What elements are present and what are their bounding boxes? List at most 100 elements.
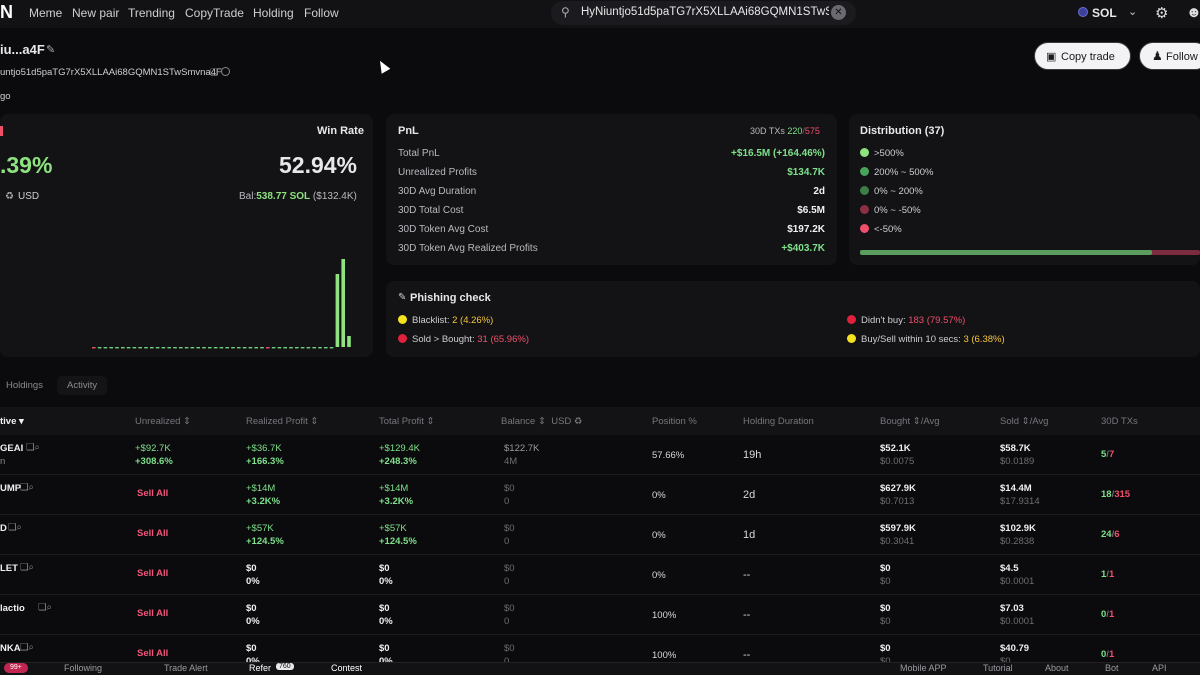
col-balance[interactable]: Balance ⇕ USD ♻ — [501, 416, 583, 427]
table-row[interactable] — [0, 435, 1200, 474]
col-txs[interactable]: 30D TXs — [1101, 416, 1138, 427]
token-symbol: LET — [0, 563, 18, 574]
notification-badge[interactable]: 99+ — [4, 663, 28, 673]
col-token[interactable]: tive ▾ — [0, 416, 24, 427]
cell-total_pct: 0% — [379, 616, 393, 627]
cell-bought_avg: $0.0075 — [880, 456, 915, 467]
cell-bought: $52.1K — [880, 443, 911, 454]
bottom-api[interactable]: API — [1152, 663, 1167, 673]
token-copy-search-icon[interactable]: ❑⌕ — [20, 482, 34, 493]
clear-search-icon[interactable]: ✕ — [831, 5, 846, 20]
token-copy-search-icon[interactable]: ❑⌕ — [20, 642, 34, 653]
cell-sold_avg: $17.9314 — [1000, 496, 1040, 507]
edit-pencil-icon[interactable]: ✎ — [46, 44, 56, 56]
follow-label: Follow — [1166, 51, 1198, 63]
nav-meme[interactable]: Meme — [29, 6, 63, 20]
col-duration[interactable]: Holding Duration — [743, 416, 814, 427]
tx-buy: 24 — [1101, 529, 1112, 540]
sell-all-button[interactable]: Sell All — [137, 488, 169, 499]
overview-panel: Win Rate .39% 52.94% ♻ USD Bal:538.77 SO… — [0, 114, 373, 357]
chart-bar — [173, 347, 177, 349]
bottom-contest[interactable]: Contest — [331, 663, 363, 673]
app-logo[interactable]: N — [0, 2, 13, 22]
cell-sold: $40.79 — [1000, 643, 1030, 654]
didnt-buy-label: Didn't buy: — [861, 315, 906, 326]
table-row[interactable] — [0, 475, 1200, 514]
cell-balance: $0 — [504, 563, 515, 574]
col-token-label: tive — [0, 416, 17, 427]
currency-label[interactable]: USD — [18, 191, 40, 202]
tab-activity[interactable]: Activity — [57, 376, 108, 395]
bottom-about[interactable]: About — [1045, 663, 1069, 673]
chain-selector[interactable]: SOL — [1092, 6, 1117, 20]
token-copy-search-icon[interactable]: ❑⌕ — [20, 562, 34, 573]
col-realized[interactable]: Realized Profit ⇕ — [246, 416, 319, 427]
distribution-item: >500% — [860, 148, 904, 159]
pnl-row-label: Unrealized Profits — [398, 167, 477, 178]
cell-balance_sub: 4M — [504, 456, 518, 467]
cell-total: $0 — [379, 603, 390, 614]
blacklist-value: 2 (4.26%) — [452, 315, 494, 326]
nav-new-pair[interactable]: New pair — [72, 6, 120, 20]
chevron-down-icon[interactable]: ⌄ — [1128, 6, 1138, 18]
row-divider — [0, 594, 1200, 595]
follow-button[interactable]: ♟ Follow — [1139, 42, 1200, 70]
cell-duration: 2d — [743, 489, 756, 501]
didnt-buy-value: 183 (79.57%) — [908, 315, 966, 326]
table-row[interactable] — [0, 595, 1200, 634]
sell-all-button[interactable]: Sell All — [137, 648, 169, 659]
tab-holdings[interactable]: Holdings — [6, 380, 43, 391]
nav-holding[interactable]: Holding — [253, 6, 294, 20]
bottom-trade-alert[interactable]: Trade Alert — [164, 663, 208, 673]
settings-gear-icon[interactable]: ⚙ — [1155, 5, 1169, 22]
cell-txs: 18/315 — [1101, 489, 1131, 500]
bottom-mobile-app[interactable]: Mobile APP — [900, 663, 947, 673]
sell-all-button[interactable]: Sell All — [137, 608, 169, 619]
cell-balance_sub: 0 — [504, 616, 510, 627]
cell-total: $0 — [379, 563, 390, 574]
bottom-following[interactable]: Following — [64, 663, 103, 673]
copy-trade-button[interactable]: ▣ Copy trade — [1034, 42, 1131, 70]
col-unrealized[interactable]: Unrealized ⇕ — [135, 416, 192, 427]
user-icon[interactable]: ☻ — [1186, 4, 1200, 21]
cell-sold: $14.4M — [1000, 483, 1032, 494]
col-total[interactable]: Total Profit ⇕ — [379, 416, 435, 427]
search-input[interactable]: HyNiuntjo51d5paTG7rX5XLLAAi68GQMN1STwSmv… — [581, 6, 829, 18]
tx-buy: 1 — [1101, 569, 1107, 580]
col-sold-avg-label: /Avg — [1029, 416, 1049, 427]
col-bought[interactable]: Bought ⇕/Avg — [880, 416, 940, 427]
bottom-tutorial[interactable]: Tutorial — [983, 663, 1013, 673]
sell-all-button[interactable]: Sell All — [137, 568, 169, 579]
distribution-bar — [860, 250, 1200, 255]
link-icon[interactable] — [221, 67, 230, 76]
cell-bought_avg: $0.7013 — [880, 496, 915, 507]
cell-balance_sub: 0 — [504, 576, 510, 587]
token-copy-search-icon[interactable]: ❑⌕ — [38, 602, 52, 613]
distribution-panel: Distribution (37) >500% 200% ~ 500% 0% ~ 2… — [849, 114, 1200, 265]
pnl-indicator — [0, 126, 3, 136]
chart-bar — [277, 347, 282, 349]
pnl-row-label: 30D Avg Duration — [398, 186, 477, 197]
nav-follow[interactable]: Follow — [304, 6, 339, 20]
didnt-buy-stat: Didn't buy: 183 (79.57%) — [847, 315, 965, 326]
token-copy-search-icon[interactable]: ❑⌕ — [8, 522, 22, 533]
col-sold[interactable]: Sold ⇕/Avg — [1000, 416, 1049, 427]
sell-all-button[interactable]: Sell All — [137, 528, 169, 539]
distribution-item: 0% ~ 200% — [860, 186, 923, 197]
search-box[interactable]: ⚲ HyNiuntjo51d5paTG7rX5XLLAAi68GQMN1STwS… — [551, 1, 856, 25]
wallet-address: untjo51d5paTG7rX5XLLAAi68GQMN1STwSmvna4F — [0, 67, 222, 78]
pnl-row-label: 30D Total Cost — [398, 205, 464, 216]
row-divider — [0, 634, 1200, 635]
col-position[interactable]: Position % — [652, 416, 697, 427]
nav-trending[interactable]: Trending — [128, 6, 175, 20]
nav-copytrade[interactable]: CopyTrade — [185, 6, 244, 20]
table-row[interactable] — [0, 515, 1200, 554]
copy-icon[interactable]: ❏ — [210, 67, 219, 77]
bottom-bot[interactable]: Bot — [1105, 663, 1119, 673]
table-header — [0, 407, 1200, 435]
bottom-refer[interactable]: Refer — [249, 663, 272, 673]
table-row[interactable] — [0, 555, 1200, 594]
col-bought-avg-label: /Avg — [920, 416, 940, 427]
currency-toggle-icon[interactable]: ♻ — [5, 191, 14, 202]
token-copy-search-icon[interactable]: ❑⌕ — [26, 442, 40, 453]
